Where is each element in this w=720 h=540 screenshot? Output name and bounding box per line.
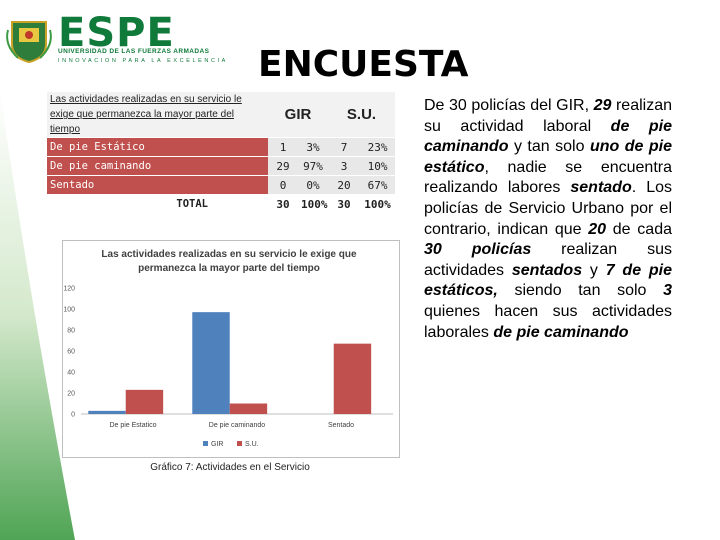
table-cell: 100% — [298, 194, 329, 214]
text-run: 3 — [663, 282, 672, 300]
table-cell: 1 — [268, 137, 298, 157]
text-run: 30 policías — [424, 241, 532, 259]
text-run: De 30 policías del GIR, — [424, 97, 594, 114]
y-tick-label: 20 — [67, 391, 75, 398]
table-row: TOTAL 30 100% 30 100% — [47, 194, 396, 214]
table-cell: 30 — [268, 194, 298, 214]
shield-logo — [6, 21, 52, 64]
data-table: Las actividades realizadas en su servici… — [47, 92, 396, 214]
text-run: 20 — [588, 220, 607, 238]
university: UNIVERSIDAD DE LAS FUERZAS ARMADAS — [58, 48, 210, 55]
text-run: sentados — [511, 261, 583, 279]
text-run: de pie caminando — [424, 117, 672, 156]
table-cell: 30 — [328, 194, 361, 214]
brand: ESPE — [58, 10, 175, 56]
table-cell: De pie caminando — [47, 156, 268, 176]
legend-swatch — [203, 441, 208, 446]
table-cell: 20 — [328, 175, 361, 195]
table-cell: 0% — [298, 175, 329, 195]
text-run: de cada — [606, 220, 672, 238]
table-cell: 3 — [328, 156, 361, 176]
chart: 0 20 40 60 80 100 120 De pie Estatico De pie cam… — [63, 286, 393, 448]
table-cell: 3% — [298, 137, 329, 157]
table-row: Sentado 0 0% 20 67% — [47, 175, 396, 195]
text-run: de pie caminando — [493, 323, 629, 341]
bar — [333, 343, 372, 414]
y-tick-label: 120 — [63, 286, 75, 293]
table-header-row: Las actividades realizadas en su servici… — [47, 92, 396, 138]
chart-title: Las actividades realizadas en su servici… — [101, 249, 357, 274]
text-run: quienes hacen sus actividades laborales — [424, 302, 672, 341]
text-run: realizan sus actividades — [424, 241, 672, 279]
y-tick-label: 0 — [71, 412, 75, 419]
text-run: siendo tan solo — [497, 282, 664, 300]
bar — [192, 312, 230, 414]
green-strip — [0, 90, 75, 540]
legend-label: S.U. — [245, 441, 259, 448]
text-run: . Los policías de Servicio Urbano por el… — [424, 179, 672, 238]
body-text: De 30 policías del GIR, 29 realizan su a… — [424, 96, 672, 343]
table-cell: Sentado — [47, 175, 268, 195]
chart-frame: 0 20 40 60 80 100 120 De pie Estatico De pie cam… — [62, 240, 400, 458]
table-cell: 100% — [360, 194, 396, 214]
y-tick-label: 100 — [63, 307, 75, 314]
x-tick-label: De pie caminando — [209, 422, 266, 429]
bar — [125, 389, 164, 414]
table-cell: 29 — [268, 156, 298, 176]
text-run: sentado — [570, 179, 632, 197]
table-cell: 7 — [328, 137, 361, 157]
bar — [229, 403, 268, 414]
table-cell: 10% — [360, 156, 396, 176]
chart-caption: Gráfico 7: Actividades en el Servicio — [150, 462, 310, 473]
text-run: uno de pie estático — [424, 138, 673, 176]
text-run: y tan solo — [508, 138, 590, 156]
table-cell: 23% — [360, 137, 396, 157]
table-row: De pie Estático 1 3% 7 23% — [47, 137, 396, 157]
table-row: De pie caminando 29 97% 3 10% — [47, 156, 396, 176]
table-cell: De pie Estático — [47, 137, 268, 157]
text-run: 29 — [593, 97, 612, 114]
table-cell: 0 — [268, 175, 298, 195]
y-tick-label: 80 — [67, 328, 75, 335]
x-tick-label: Sentado — [328, 422, 354, 429]
legend-swatch — [237, 441, 242, 446]
table-cell: TOTAL — [47, 194, 268, 214]
x-tick-label: De pie Estatico — [109, 422, 156, 429]
table-cell: GIR — [268, 92, 329, 138]
legend-label: GIR — [211, 441, 223, 448]
text-run: , nadie se encuentra realizando labores — [424, 158, 672, 197]
table-cell: 67% — [360, 175, 396, 195]
table-cell: 97% — [298, 156, 329, 176]
motto: INNOVACION PARA LA EXCELENCIA — [58, 58, 228, 64]
text-run: y — [582, 261, 606, 279]
bar — [88, 410, 126, 414]
y-tick-label: 40 — [67, 370, 75, 377]
table-cell: Las actividades realizadas en su servici… — [47, 92, 268, 138]
y-tick-label: 60 — [67, 349, 75, 356]
table-cell: S.U. — [328, 92, 396, 138]
slide-title: ENCUESTA — [258, 44, 469, 85]
text-run: 7 de pie estáticos, — [424, 261, 673, 300]
text-run: realizan su actividad laboral — [424, 97, 672, 135]
